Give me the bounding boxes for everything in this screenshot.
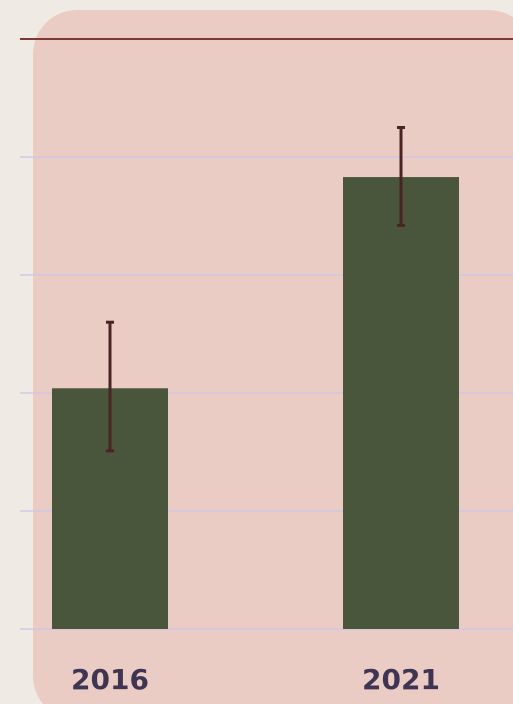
- error-bar-2016: [106, 320, 114, 453]
- bars: [52, 177, 459, 629]
- x-tick-label-2016: 2016: [71, 663, 149, 696]
- bar-2021: [343, 177, 459, 629]
- error-bars: [106, 126, 405, 453]
- error-bar-2021: [397, 126, 405, 227]
- x-tick-label-2021: 2021: [362, 663, 440, 696]
- x-tick-labels: 2016 2021: [71, 663, 440, 696]
